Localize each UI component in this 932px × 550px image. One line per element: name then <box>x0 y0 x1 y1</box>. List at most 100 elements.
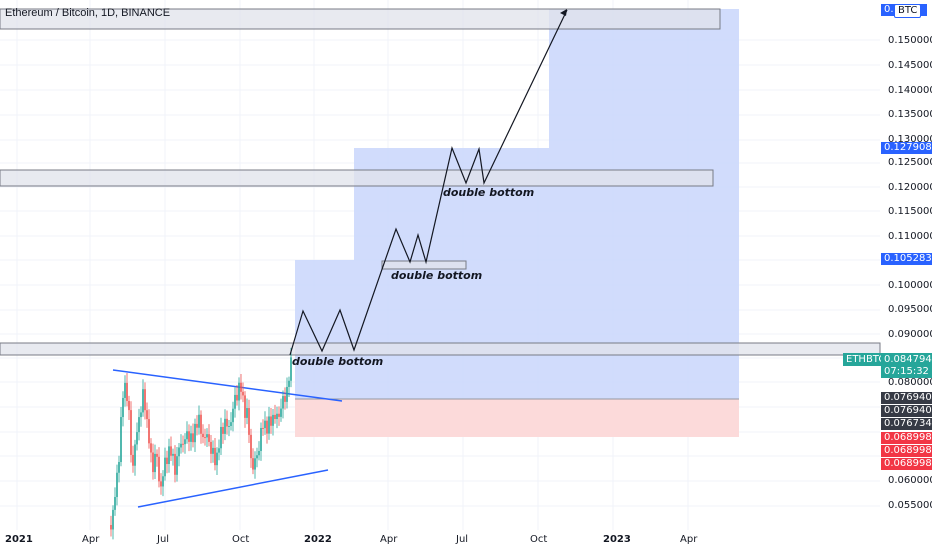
candle-body <box>180 443 182 448</box>
y-tick: 0.095000 <box>888 304 932 315</box>
candle-body <box>258 451 260 456</box>
candle-body <box>236 394 238 401</box>
candle-body <box>192 433 194 443</box>
projection-path <box>289 9 568 356</box>
countdown-tag: 07:15:32 <box>881 366 932 378</box>
y-tick: 0.055000 <box>888 500 932 511</box>
candle-body <box>194 423 196 443</box>
candle-body <box>202 433 204 438</box>
y-tick: 0.060000 <box>888 475 932 486</box>
candle-body <box>270 416 272 426</box>
candle-body <box>276 413 278 420</box>
candle-body <box>124 382 126 398</box>
candle-body <box>184 439 186 445</box>
candle-body <box>204 437 206 439</box>
candle-body <box>280 408 282 417</box>
candle-body <box>232 408 234 423</box>
price-tag: 0.076734 <box>881 418 932 430</box>
candle-body <box>286 386 288 402</box>
price-tag: 0.127908 <box>881 142 932 154</box>
y-tick: 0.115000 <box>888 206 932 217</box>
x-tick: Jul <box>157 534 170 545</box>
candle-body <box>178 447 180 457</box>
candle-body <box>288 380 290 387</box>
candle-body <box>206 434 208 438</box>
y-tick: 0.100000 <box>888 280 932 291</box>
current-price-tag: 0.084794 <box>881 353 932 366</box>
candle-body <box>152 452 154 473</box>
x-tick: 2021 <box>5 534 33 545</box>
candle-body <box>128 401 130 411</box>
candle-body <box>226 418 228 427</box>
candle-body <box>154 453 156 473</box>
candle-body <box>278 413 280 417</box>
candle-body <box>216 452 218 466</box>
candle-body <box>242 391 244 396</box>
candle-body <box>266 420 268 434</box>
candle-body <box>254 458 256 470</box>
arrow-head-icon <box>560 9 567 16</box>
candle-body <box>220 427 222 449</box>
candle-body <box>234 394 236 409</box>
candle-body <box>138 417 140 433</box>
candle-body <box>198 414 200 428</box>
candle-body <box>172 453 174 456</box>
y-tick: 0.120000 <box>888 182 932 193</box>
y-tick: 0.130000 <box>888 134 932 145</box>
candle-body <box>248 408 250 435</box>
candle-body <box>176 456 178 475</box>
candle-body <box>114 497 116 510</box>
candle-body <box>210 441 212 454</box>
candle-body <box>116 472 118 498</box>
y-tick: 0.080000 <box>888 377 932 388</box>
candle-body <box>146 410 148 420</box>
y-tick: 0.090000 <box>888 329 932 340</box>
candle-body <box>282 396 284 409</box>
candle-body <box>290 357 292 381</box>
candle-body <box>212 447 214 454</box>
candle-body <box>118 462 120 473</box>
price-tag: 0.068998 <box>881 432 932 444</box>
candle-body <box>274 414 276 420</box>
annotation-double-bottom-3: double bottom <box>443 186 535 199</box>
price-tag: 0.076940 <box>881 392 932 404</box>
candle-body <box>284 396 286 402</box>
candle-body <box>156 453 158 457</box>
candle-body <box>262 427 264 429</box>
candle-body <box>188 431 190 442</box>
y-tick: 0.125000 <box>888 157 932 168</box>
candle-body <box>186 431 188 440</box>
resistance-boxes <box>0 8 881 356</box>
candle-body <box>264 420 266 429</box>
candle-body <box>200 414 202 434</box>
candle-body <box>160 481 162 487</box>
candle-body <box>238 382 240 401</box>
candle-body <box>252 458 254 470</box>
candle-body <box>182 443 184 445</box>
candle-body <box>136 432 138 445</box>
candle-body <box>120 417 122 463</box>
triangle-trendlines <box>112 369 343 508</box>
x-tick: Apr <box>680 534 698 545</box>
candle-body <box>246 408 248 418</box>
candle-body <box>162 476 164 487</box>
price-candles <box>110 347 292 540</box>
currency-badge[interactable]: BTC <box>894 4 922 18</box>
x-tick: Jul <box>456 534 469 545</box>
candle-body <box>142 389 144 413</box>
candle-body <box>218 448 220 453</box>
symbol-label: ETHBTC <box>843 353 889 366</box>
y-tick: 0.150000 <box>888 35 932 46</box>
candle-body <box>196 423 198 428</box>
candle-body <box>110 525 112 530</box>
candle-body <box>250 434 252 459</box>
candle-body <box>122 397 124 418</box>
chart-title: Ethereum / Bitcoin, 1D, BINANCE <box>5 7 171 19</box>
candle-body <box>240 382 242 392</box>
price-tag: 0.105283 <box>881 253 932 265</box>
candle-body <box>228 426 230 428</box>
candle-body <box>134 444 136 466</box>
candle-body <box>150 443 152 453</box>
